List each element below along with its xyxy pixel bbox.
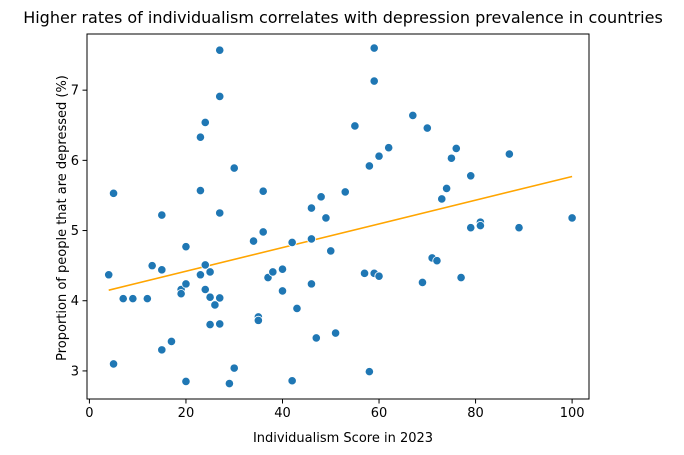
y-axis-label: Proportion of people that are depressed … xyxy=(55,75,70,361)
data-point xyxy=(215,208,225,218)
trendline-layer xyxy=(108,175,573,291)
data-point xyxy=(157,210,167,220)
x-tick-label: 20 xyxy=(178,406,195,421)
data-point xyxy=(466,223,476,233)
data-point xyxy=(277,286,288,296)
data-point xyxy=(432,256,442,266)
data-point xyxy=(258,227,268,237)
data-point xyxy=(215,319,225,329)
y-tick-label: 5 xyxy=(71,224,79,239)
x-tick-label: 40 xyxy=(274,406,291,421)
data-point xyxy=(205,319,215,330)
data-point xyxy=(195,132,206,142)
data-point xyxy=(147,261,157,271)
data-point xyxy=(181,279,191,289)
data-point xyxy=(384,143,394,153)
data-point xyxy=(369,43,379,53)
data-point xyxy=(417,277,428,288)
data-point xyxy=(364,161,374,171)
data-point xyxy=(277,264,288,274)
data-point xyxy=(205,292,215,302)
data-point xyxy=(195,270,206,280)
x-tick-label: 80 xyxy=(467,406,484,421)
plot-frame xyxy=(86,33,590,400)
trendline xyxy=(108,175,573,291)
data-point xyxy=(475,221,485,231)
data-point xyxy=(215,91,225,102)
axes-layer: 0 20 40 60 80 100 3 4 5 6 7 xyxy=(71,33,590,421)
data-point xyxy=(229,163,239,173)
data-point xyxy=(374,151,384,161)
data-point xyxy=(287,237,297,248)
data-point xyxy=(157,265,167,275)
data-point xyxy=(287,376,297,386)
x-axis-label: Individualism Score in 2023 xyxy=(253,431,433,446)
data-point xyxy=(268,267,278,277)
x-tick-label: 100 xyxy=(560,406,585,421)
data-point xyxy=(142,294,152,304)
data-point xyxy=(224,378,234,389)
data-point xyxy=(108,188,119,198)
data-point xyxy=(437,194,447,204)
data-point xyxy=(340,187,350,197)
data-point xyxy=(104,270,114,280)
data-point xyxy=(442,183,452,194)
data-point xyxy=(408,110,418,121)
data-point xyxy=(422,123,432,133)
data-point xyxy=(215,293,225,303)
data-point xyxy=(311,333,321,343)
data-point xyxy=(446,153,457,163)
data-point xyxy=(258,186,268,196)
data-point xyxy=(253,315,263,325)
data-point xyxy=(316,192,326,202)
chart-title: Higher rates of individualism correlates… xyxy=(23,8,663,27)
data-point xyxy=(306,279,317,289)
data-point xyxy=(306,234,317,244)
data-point xyxy=(326,246,336,256)
data-point xyxy=(321,213,331,223)
x-tick-label: 60 xyxy=(371,406,388,421)
data-point xyxy=(200,117,210,128)
data-point xyxy=(195,185,206,196)
data-point xyxy=(157,345,167,355)
data-point xyxy=(359,268,370,278)
data-point xyxy=(229,363,239,373)
data-point xyxy=(514,223,524,233)
data-point xyxy=(205,267,215,277)
y-tick-label: 6 xyxy=(71,154,79,169)
data-point xyxy=(374,271,384,281)
data-point xyxy=(466,171,476,181)
data-point xyxy=(200,260,210,270)
data-point xyxy=(128,294,138,304)
data-point xyxy=(369,76,379,86)
x-tick-label: 0 xyxy=(85,406,93,421)
data-point xyxy=(118,294,128,304)
data-point xyxy=(108,359,119,369)
data-point xyxy=(330,328,341,338)
data-point xyxy=(456,272,466,283)
data-point xyxy=(567,213,577,223)
data-point xyxy=(248,236,259,246)
data-point xyxy=(364,367,374,377)
data-point xyxy=(292,303,302,314)
data-point xyxy=(504,149,514,159)
points-layer xyxy=(104,43,577,389)
data-point xyxy=(181,242,191,252)
data-point xyxy=(166,336,177,347)
data-point xyxy=(350,121,360,131)
data-point xyxy=(451,143,461,154)
data-point xyxy=(215,45,225,55)
data-point xyxy=(210,300,220,310)
data-point xyxy=(176,289,186,299)
y-tick-label: 3 xyxy=(71,364,79,379)
y-tick-label: 7 xyxy=(71,84,79,99)
data-point xyxy=(200,284,210,295)
y-tick-label: 4 xyxy=(71,294,79,309)
data-point xyxy=(181,376,191,387)
data-point xyxy=(306,203,317,213)
